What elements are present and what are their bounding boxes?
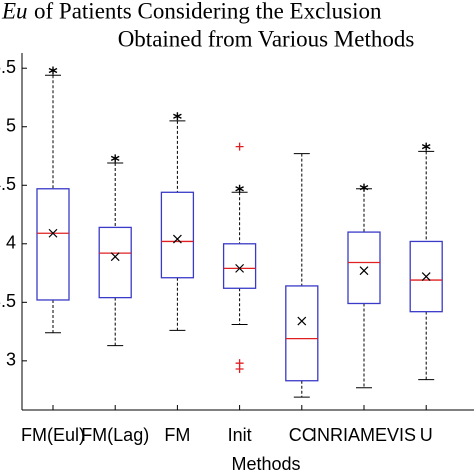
x-tick-label: CC bbox=[289, 425, 315, 445]
y-tick-label: 4 bbox=[6, 233, 16, 253]
box bbox=[222, 243, 257, 289]
y-tick-label: 5.5 bbox=[0, 57, 16, 77]
y-tick-label: 3 bbox=[6, 350, 16, 370]
outlier bbox=[173, 112, 182, 121]
mean bbox=[359, 266, 369, 276]
outlier bbox=[235, 184, 244, 193]
outlier bbox=[110, 154, 120, 163]
mean bbox=[297, 316, 307, 326]
chart-title: Obtained from Various Methods bbox=[118, 26, 415, 51]
mean bbox=[421, 272, 431, 281]
x-tick-label: FM(Eul) bbox=[21, 425, 85, 445]
outlier bbox=[235, 365, 244, 374]
box bbox=[347, 231, 381, 305]
x-tick-label: INRIAMEVIS bbox=[312, 425, 416, 445]
y-tick-label: 5 bbox=[6, 115, 16, 135]
title-symbol: Eu bbox=[1, 0, 28, 23]
outlier bbox=[359, 183, 369, 192]
y-tick-label: 3.5 bbox=[0, 291, 16, 311]
mean bbox=[48, 228, 58, 238]
y-tick-label: 4.5 bbox=[0, 174, 16, 194]
x-axis-label: Methods bbox=[231, 454, 300, 474]
outlier bbox=[421, 142, 431, 151]
chart-title: of Patients Considering the Exclusion bbox=[34, 0, 382, 23]
mean bbox=[235, 263, 245, 273]
x-tick-label: U bbox=[420, 425, 433, 445]
box bbox=[36, 188, 70, 301]
outlier bbox=[235, 142, 244, 151]
outlier bbox=[48, 66, 58, 75]
x-tick-label: FM bbox=[164, 425, 190, 445]
mean bbox=[172, 234, 182, 244]
x-tick-label: FM(Lag) bbox=[81, 425, 149, 445]
box bbox=[285, 285, 319, 382]
mean bbox=[110, 252, 120, 262]
x-tick-label: Init bbox=[228, 425, 252, 445]
box bbox=[160, 191, 195, 279]
box bbox=[409, 240, 443, 313]
box bbox=[98, 226, 132, 299]
